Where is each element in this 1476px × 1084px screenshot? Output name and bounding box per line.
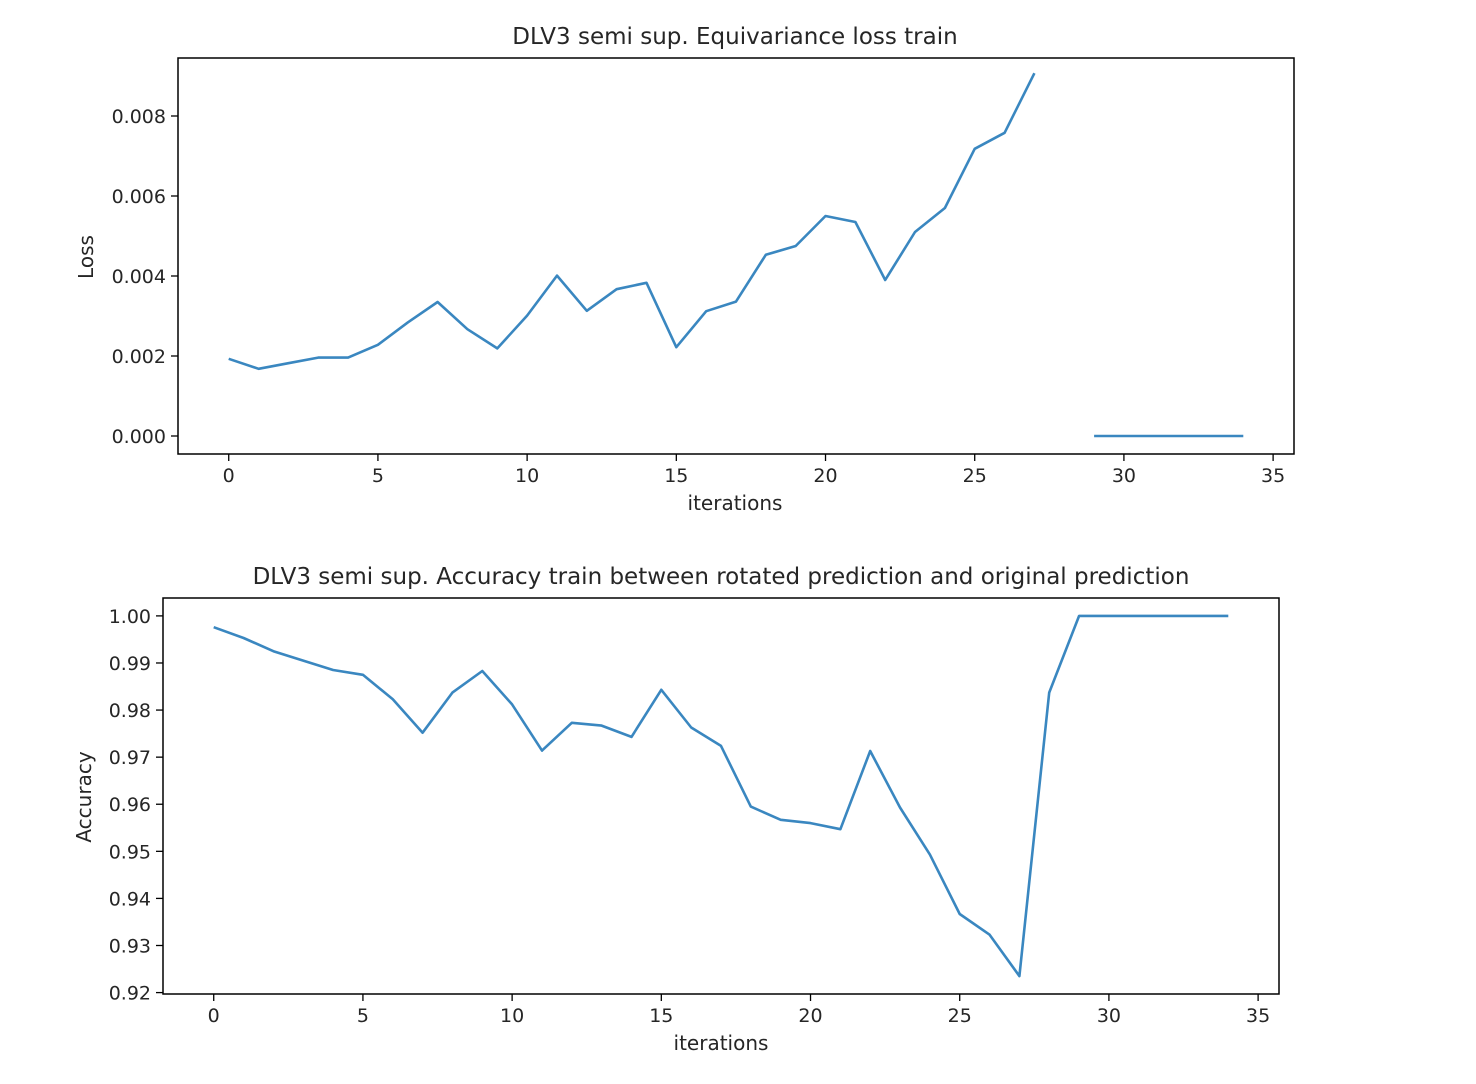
y-tick-label: 0.95 [109,841,151,863]
x-tick-label: 25 [948,1005,972,1027]
y-tick-label: 0.000 [112,426,166,448]
accuracy-chart: DLV3 semi sup. Accuracy train between ro… [72,564,1280,1055]
series-layer [213,614,1229,978]
y-tick-label: 0.002 [112,346,166,368]
x-axis-label: iterations [688,491,783,515]
y-tick-label: 0.96 [109,794,151,816]
tick-layer: 0 5 10 15 20 25 30 35 0.000 0.002 0.004 0.006 0.008 [112,106,1286,487]
y-tick-label: 0.97 [109,747,151,769]
x-tick-label: 5 [372,465,384,487]
x-tick-label: 10 [515,465,539,487]
tick-layer: 0 5 10 15 20 25 30 35 0.92 0.93 0.94 0.95 0.96 0.97 0.… [109,606,1271,1027]
x-tick-label: 10 [500,1005,524,1027]
y-tick-label: 0.99 [109,653,151,675]
x-tick-label: 35 [1261,465,1285,487]
x-tick-label: 20 [813,465,837,487]
y-axis-label: Loss [74,235,98,279]
x-tick-label: 15 [649,1005,673,1027]
y-axis-label: Accuracy [72,751,96,842]
x-tick-label: 35 [1246,1005,1270,1027]
x-tick-label: 25 [963,465,987,487]
chart-title: DLV3 semi sup. Accuracy train between ro… [253,564,1190,590]
y-tick-label: 1.00 [109,606,151,628]
chart-title: DLV3 semi sup. Equivariance loss train [512,24,957,50]
x-axis-label: iterations [674,1031,769,1055]
y-tick-label: 0.94 [109,888,151,910]
plot-area-frame [177,57,1295,455]
series-line [228,72,1036,371]
x-tick-label: 20 [798,1005,822,1027]
series-layer [228,72,1244,438]
x-tick-label: 5 [357,1005,369,1027]
x-tick-label: 30 [1112,465,1136,487]
loss-chart: DLV3 semi sup. Equivariance loss train 0… [74,24,1295,515]
y-tick-label: 0.92 [109,983,151,1005]
x-tick-label: 30 [1097,1005,1121,1027]
y-tick-label: 0.93 [109,936,151,958]
series-line [213,614,1229,978]
x-tick-label: 15 [664,465,688,487]
plot-area-frame [162,597,1280,995]
y-tick-label: 0.008 [112,106,166,128]
y-tick-label: 0.006 [112,186,166,208]
x-tick-label: 0 [208,1005,220,1027]
x-tick-label: 0 [223,465,235,487]
y-tick-label: 0.004 [112,266,166,288]
y-tick-label: 0.98 [109,700,151,722]
